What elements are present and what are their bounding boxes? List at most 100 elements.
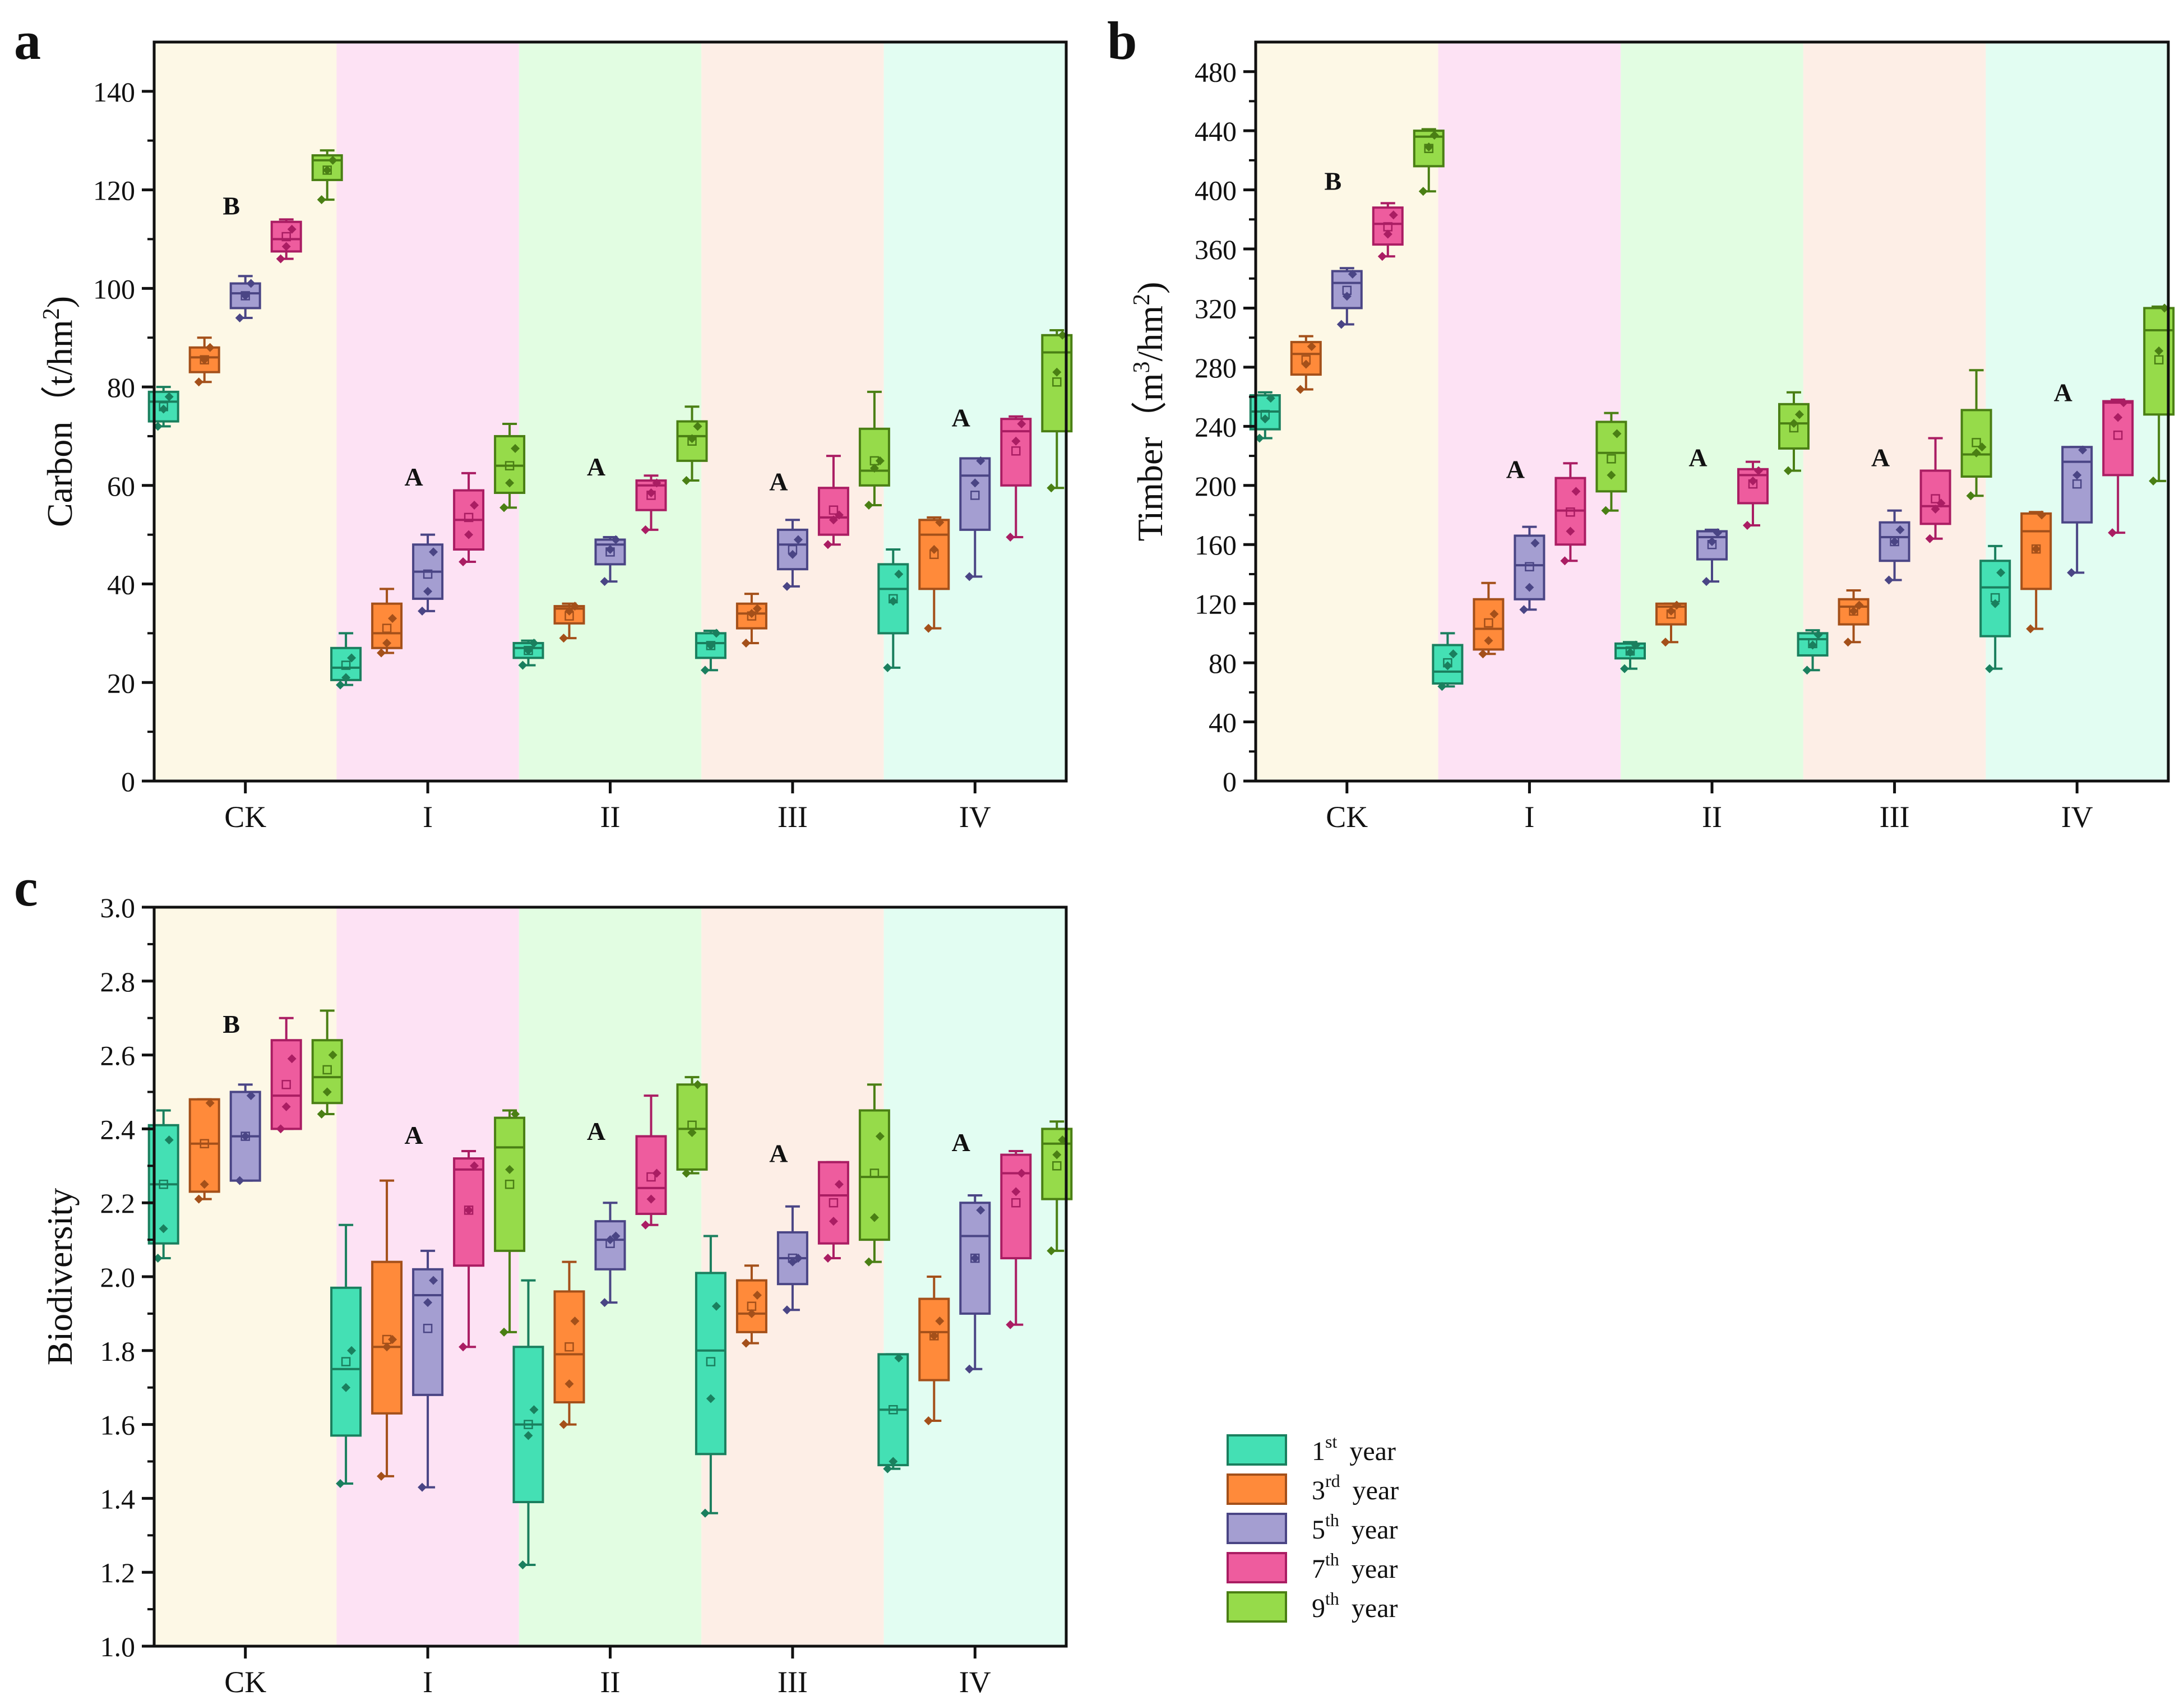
box-point	[1789, 419, 1798, 428]
box-iqr	[776, 528, 808, 571]
panel-b-x-tick-label-I: I	[1524, 800, 1534, 834]
panel-a-x-tick-label-III: III	[778, 800, 808, 834]
panel-c-box-II-9y	[676, 1076, 708, 1178]
panel-a-box-II-7y	[635, 474, 667, 534]
box-mean	[524, 1420, 533, 1429]
box-mean	[829, 505, 839, 515]
panel-a-significance-IV: A	[952, 403, 970, 432]
panel-a-y-axis-title: Carbon（t/hm2)	[39, 296, 80, 527]
box-point	[1418, 187, 1428, 196]
box-point	[2026, 624, 2035, 634]
box-point	[611, 535, 621, 544]
box-mean	[464, 512, 474, 523]
panel-b-timber: B A A A A 0 40 80 120 160 200 240 280 320 360 400 440 48…	[1107, 11, 2175, 834]
box-point	[1011, 436, 1021, 446]
panel-a-box-III-9y	[858, 390, 890, 510]
box-point	[347, 653, 357, 663]
box-point	[276, 1124, 285, 1134]
panel-b-box-I-3y	[1473, 581, 1505, 659]
panel-a-y-tick-label: 40	[107, 569, 135, 600]
panel-a-x-tick-label-II: II	[600, 800, 621, 834]
box-point	[1890, 537, 1899, 546]
panel-c-y-axis-title: Biodiversity	[40, 1188, 80, 1365]
box-iqr	[371, 602, 403, 649]
box-point	[894, 1353, 904, 1362]
box-iqr	[735, 1279, 767, 1333]
panel-b-box-II-1y	[1614, 640, 1646, 673]
box-iqr	[494, 1116, 526, 1252]
box-point	[605, 1235, 615, 1245]
box-point	[1849, 606, 1858, 616]
box-point	[682, 476, 691, 486]
panel-b-bg-CK	[1256, 42, 1438, 781]
panel-b-significance-II: A	[1688, 444, 1707, 472]
box-iqr	[918, 519, 950, 590]
panel-c-y-tick-label: 2.0	[100, 1262, 136, 1293]
panel-b-y-tick-label: 160	[1195, 529, 1237, 561]
legend-item-9th-year: 9th year	[1227, 1588, 1398, 1623]
panel-c-x-tick-label-IV: IV	[959, 1665, 991, 1699]
box-mean	[2113, 430, 2123, 440]
box-point	[834, 1180, 844, 1189]
box-iqr	[817, 487, 849, 536]
box-point	[1424, 142, 1433, 152]
box-point	[287, 224, 297, 234]
box-mean	[889, 1405, 898, 1415]
panel-b-y-tick-label: 240	[1195, 411, 1237, 442]
box-point	[935, 518, 945, 527]
panel-a-box-IV-3y	[918, 516, 950, 633]
panel-c-box-CK-7y	[270, 1017, 302, 1134]
box-point	[1925, 534, 1935, 543]
panel-c-bg-CK	[154, 907, 337, 1646]
box-mean	[159, 1180, 168, 1189]
box-point	[246, 1091, 256, 1101]
panel-a-box-II-3y	[553, 602, 585, 643]
box-point	[2108, 528, 2117, 538]
panel-b-box-I-1y	[1432, 632, 1464, 691]
box-point	[1795, 410, 1804, 419]
box-point	[499, 1327, 509, 1337]
box-point	[153, 1254, 163, 1263]
box-point	[976, 1205, 985, 1215]
box-point	[1052, 367, 1062, 377]
box-point	[317, 1110, 326, 1119]
box-point	[1443, 661, 1452, 671]
legend-swatch	[1227, 1473, 1287, 1505]
panel-b-bg-I	[1438, 42, 1621, 781]
panel-b-box-IV-1y	[1979, 544, 2011, 673]
panel-b-box-I-9y	[1595, 412, 1627, 515]
box-point	[834, 510, 844, 520]
panel-a-box-III-1y	[695, 629, 727, 675]
panel-a-box-IV-1y	[877, 548, 909, 672]
box-mean	[869, 1168, 880, 1178]
panel-b-y-tick-label: 400	[1195, 175, 1237, 206]
panel-a-box-II-9y	[676, 405, 708, 486]
panel-c-x-tick-label-II: II	[600, 1665, 621, 1699]
box-point	[883, 663, 892, 672]
panel-b-y-tick-label: 440	[1195, 116, 1237, 147]
box-iqr	[1290, 341, 1322, 376]
box-iqr	[371, 1260, 403, 1415]
panel-c-y-tick-label: 2.6	[100, 1040, 136, 1071]
panel-b-y-tick-label: 360	[1195, 234, 1237, 265]
box-iqr	[676, 420, 708, 462]
box-point	[1884, 575, 1894, 585]
box-point	[511, 444, 520, 453]
box-iqr	[676, 1083, 708, 1171]
box-point	[1011, 1187, 1021, 1197]
box-point	[1996, 568, 2006, 578]
box-point	[875, 1131, 885, 1141]
panel-a-box-III-7y	[817, 455, 849, 549]
box-point	[641, 1220, 650, 1230]
panel-a-box-III-5y	[776, 519, 808, 591]
legend-item-5th-year: 5th year	[1227, 1510, 1398, 1545]
panel-b-y-tick-label: 200	[1195, 470, 1237, 502]
box-point	[1058, 330, 1067, 340]
panel-a-y-tick-label: 100	[93, 273, 135, 304]
box-point	[929, 545, 939, 555]
box-point	[788, 549, 797, 559]
box-point	[970, 1254, 980, 1263]
box-point	[1484, 636, 1493, 645]
panel-b-box-III-5y	[1878, 509, 1910, 585]
box-iqr	[2102, 400, 2134, 477]
